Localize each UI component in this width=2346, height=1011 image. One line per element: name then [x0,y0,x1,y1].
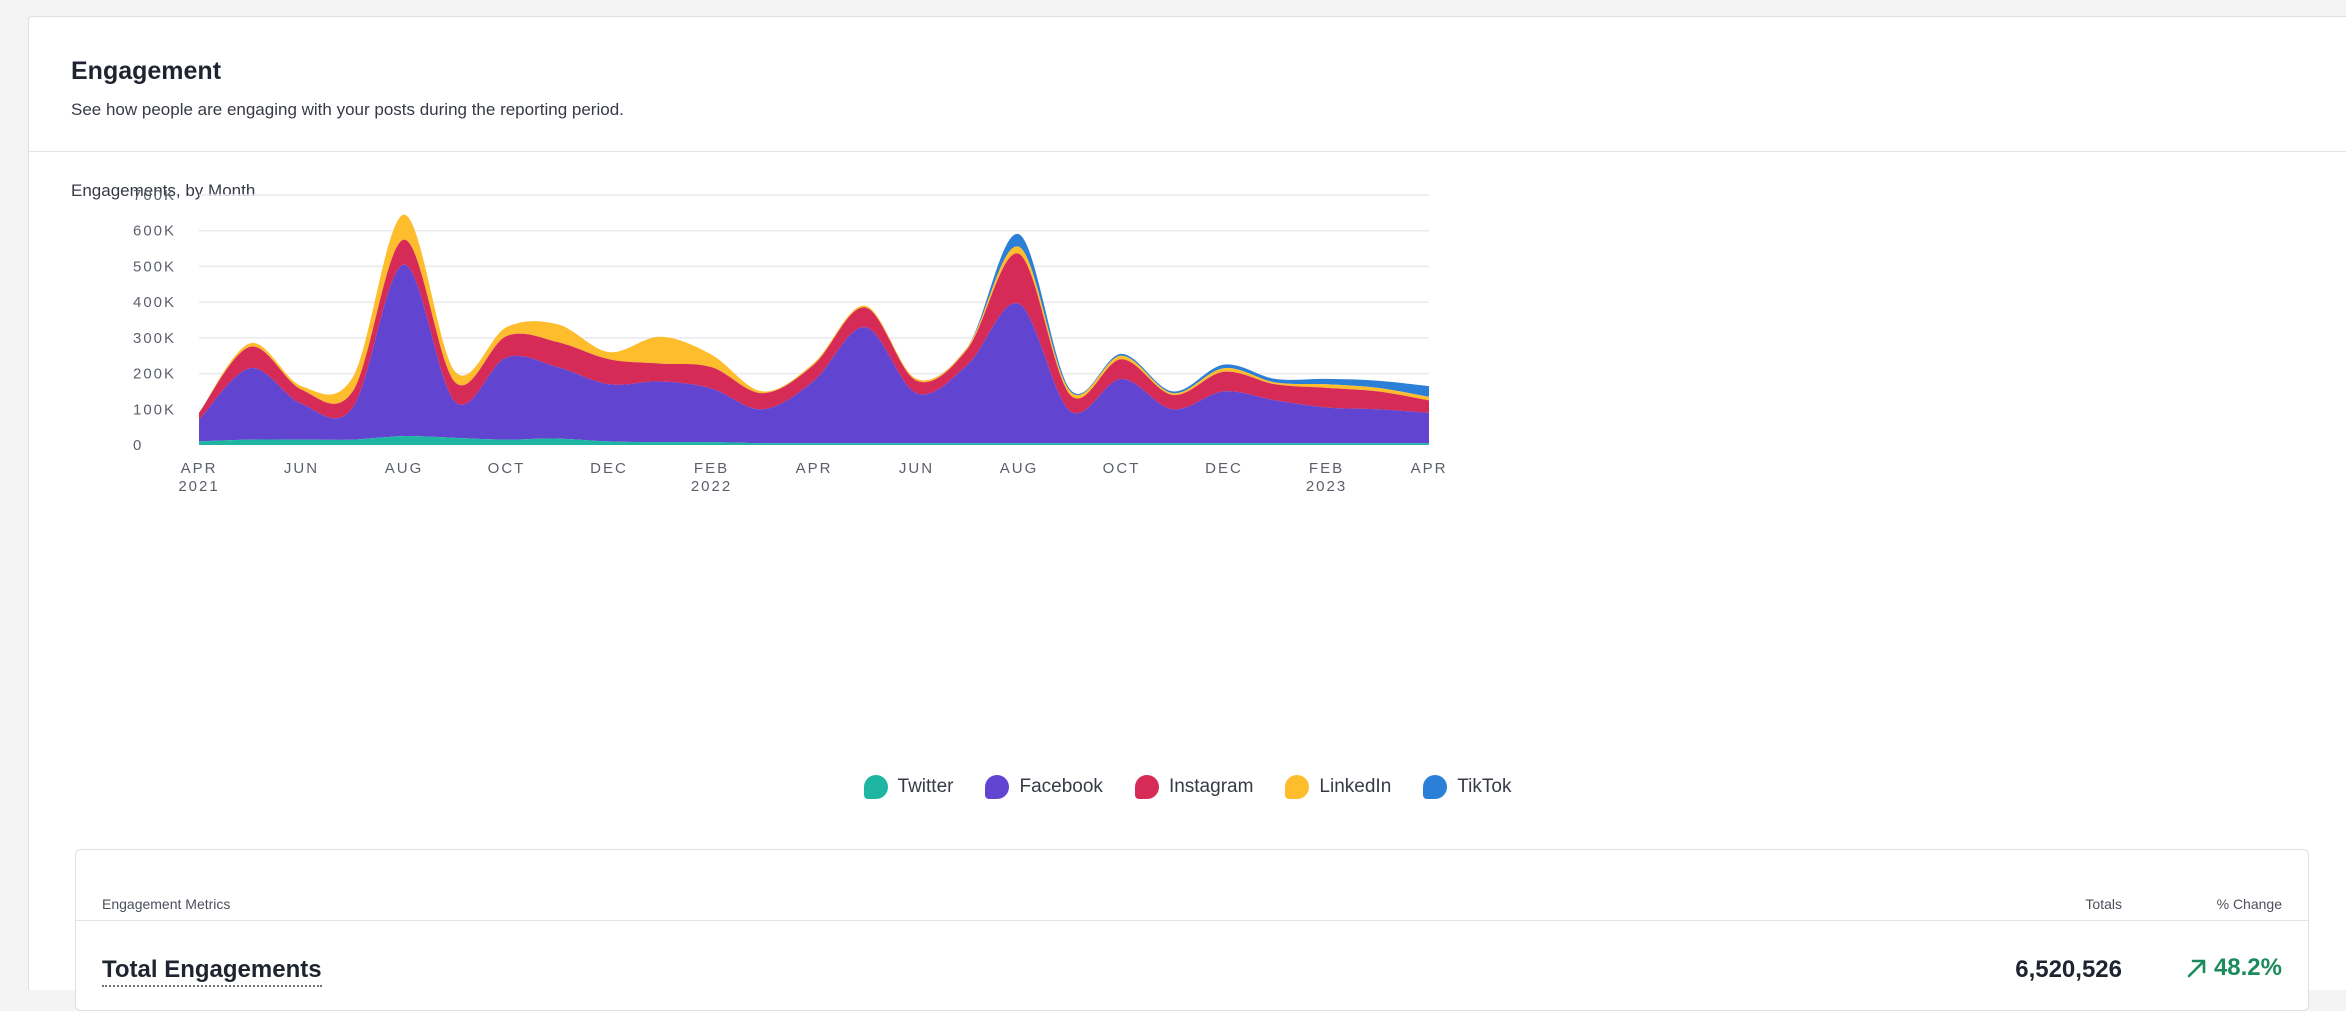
x-tick-label: AUG [1000,460,1039,477]
legend-item-facebook[interactable]: Facebook [985,775,1103,799]
x-tick-label: APR [796,460,833,477]
legend-item-instagram[interactable]: Instagram [1134,775,1254,799]
total-engagements-value: 6,520,526 [2015,956,2122,983]
legend-item-tiktok[interactable]: TikTok [1423,775,1511,799]
legend-label: Twitter [897,776,954,797]
x-tick-label: APR [1411,460,1448,477]
legend-item-linkedin[interactable]: LinkedIn [1285,775,1391,799]
legend-swatch-twitter [863,775,888,799]
x-tick-label: OCT [1103,460,1141,477]
metrics-header-totals: Totals [2085,896,2122,912]
metrics-header: Engagement Metrics Totals % Change [76,850,2308,921]
y-tick-label: 100K [133,401,176,418]
legend-label: Instagram [1168,776,1254,797]
panel-title: Engagement [71,57,222,85]
x-tick-label: APR [181,460,218,477]
arrow-up-right-icon [2187,959,2206,978]
x-tick-sublabel: 2023 [1306,478,1347,495]
y-tick-label: 700K [133,187,176,204]
y-tick-label: 0 [133,437,143,454]
x-tick-sublabel: 2021 [178,478,219,495]
legend-item-twitter[interactable]: Twitter [863,775,954,799]
y-tick-label: 600K [133,223,176,240]
panel-header: Engagement See how people are engaging w… [29,17,2346,152]
total-engagements-link[interactable]: Total Engagements [102,956,322,987]
legend-swatch-instagram [1134,775,1159,799]
area-series-instagram [199,239,1429,420]
x-tick-label: JUN [284,460,319,477]
x-tick-label: OCT [488,460,526,477]
metrics-header-label: Engagement Metrics [102,896,231,912]
engagement-metrics-table: Engagement Metrics Totals % Change Total… [75,849,2309,1011]
chart-legend: Twitter Facebook Instagram LinkedIn TikT… [29,775,2346,799]
x-tick-label: DEC [1205,460,1243,477]
engagement-panel: Engagement See how people are engaging w… [28,16,2346,1011]
y-tick-label: 200K [133,366,176,383]
legend-label: TikTok [1457,776,1512,797]
legend-label: LinkedIn [1319,776,1392,797]
legend-swatch-facebook [985,775,1010,799]
metrics-header-change: % Change [2216,896,2282,912]
change-value: 48.2% [2213,954,2282,981]
x-tick-label: JUN [899,460,934,477]
legend-swatch-linkedin [1285,775,1310,799]
x-tick-label: FEB [1309,460,1344,477]
legend-label: Facebook [1019,776,1103,797]
y-tick-label: 400K [133,294,176,311]
legend-swatch-tiktok [1423,775,1448,799]
area-series-facebook [199,264,1429,444]
x-tick-label: FEB [694,460,729,477]
x-tick-label: AUG [385,460,424,477]
panel-subtitle: See how people are engaging with your po… [71,100,624,119]
y-tick-label: 500K [133,258,176,275]
y-tick-label: 300K [133,330,176,347]
total-engagements-change: 48.2% [2184,954,2282,982]
x-tick-label: DEC [590,460,628,477]
area-series-twitter [199,436,1429,445]
x-tick-sublabel: 2022 [691,478,732,495]
